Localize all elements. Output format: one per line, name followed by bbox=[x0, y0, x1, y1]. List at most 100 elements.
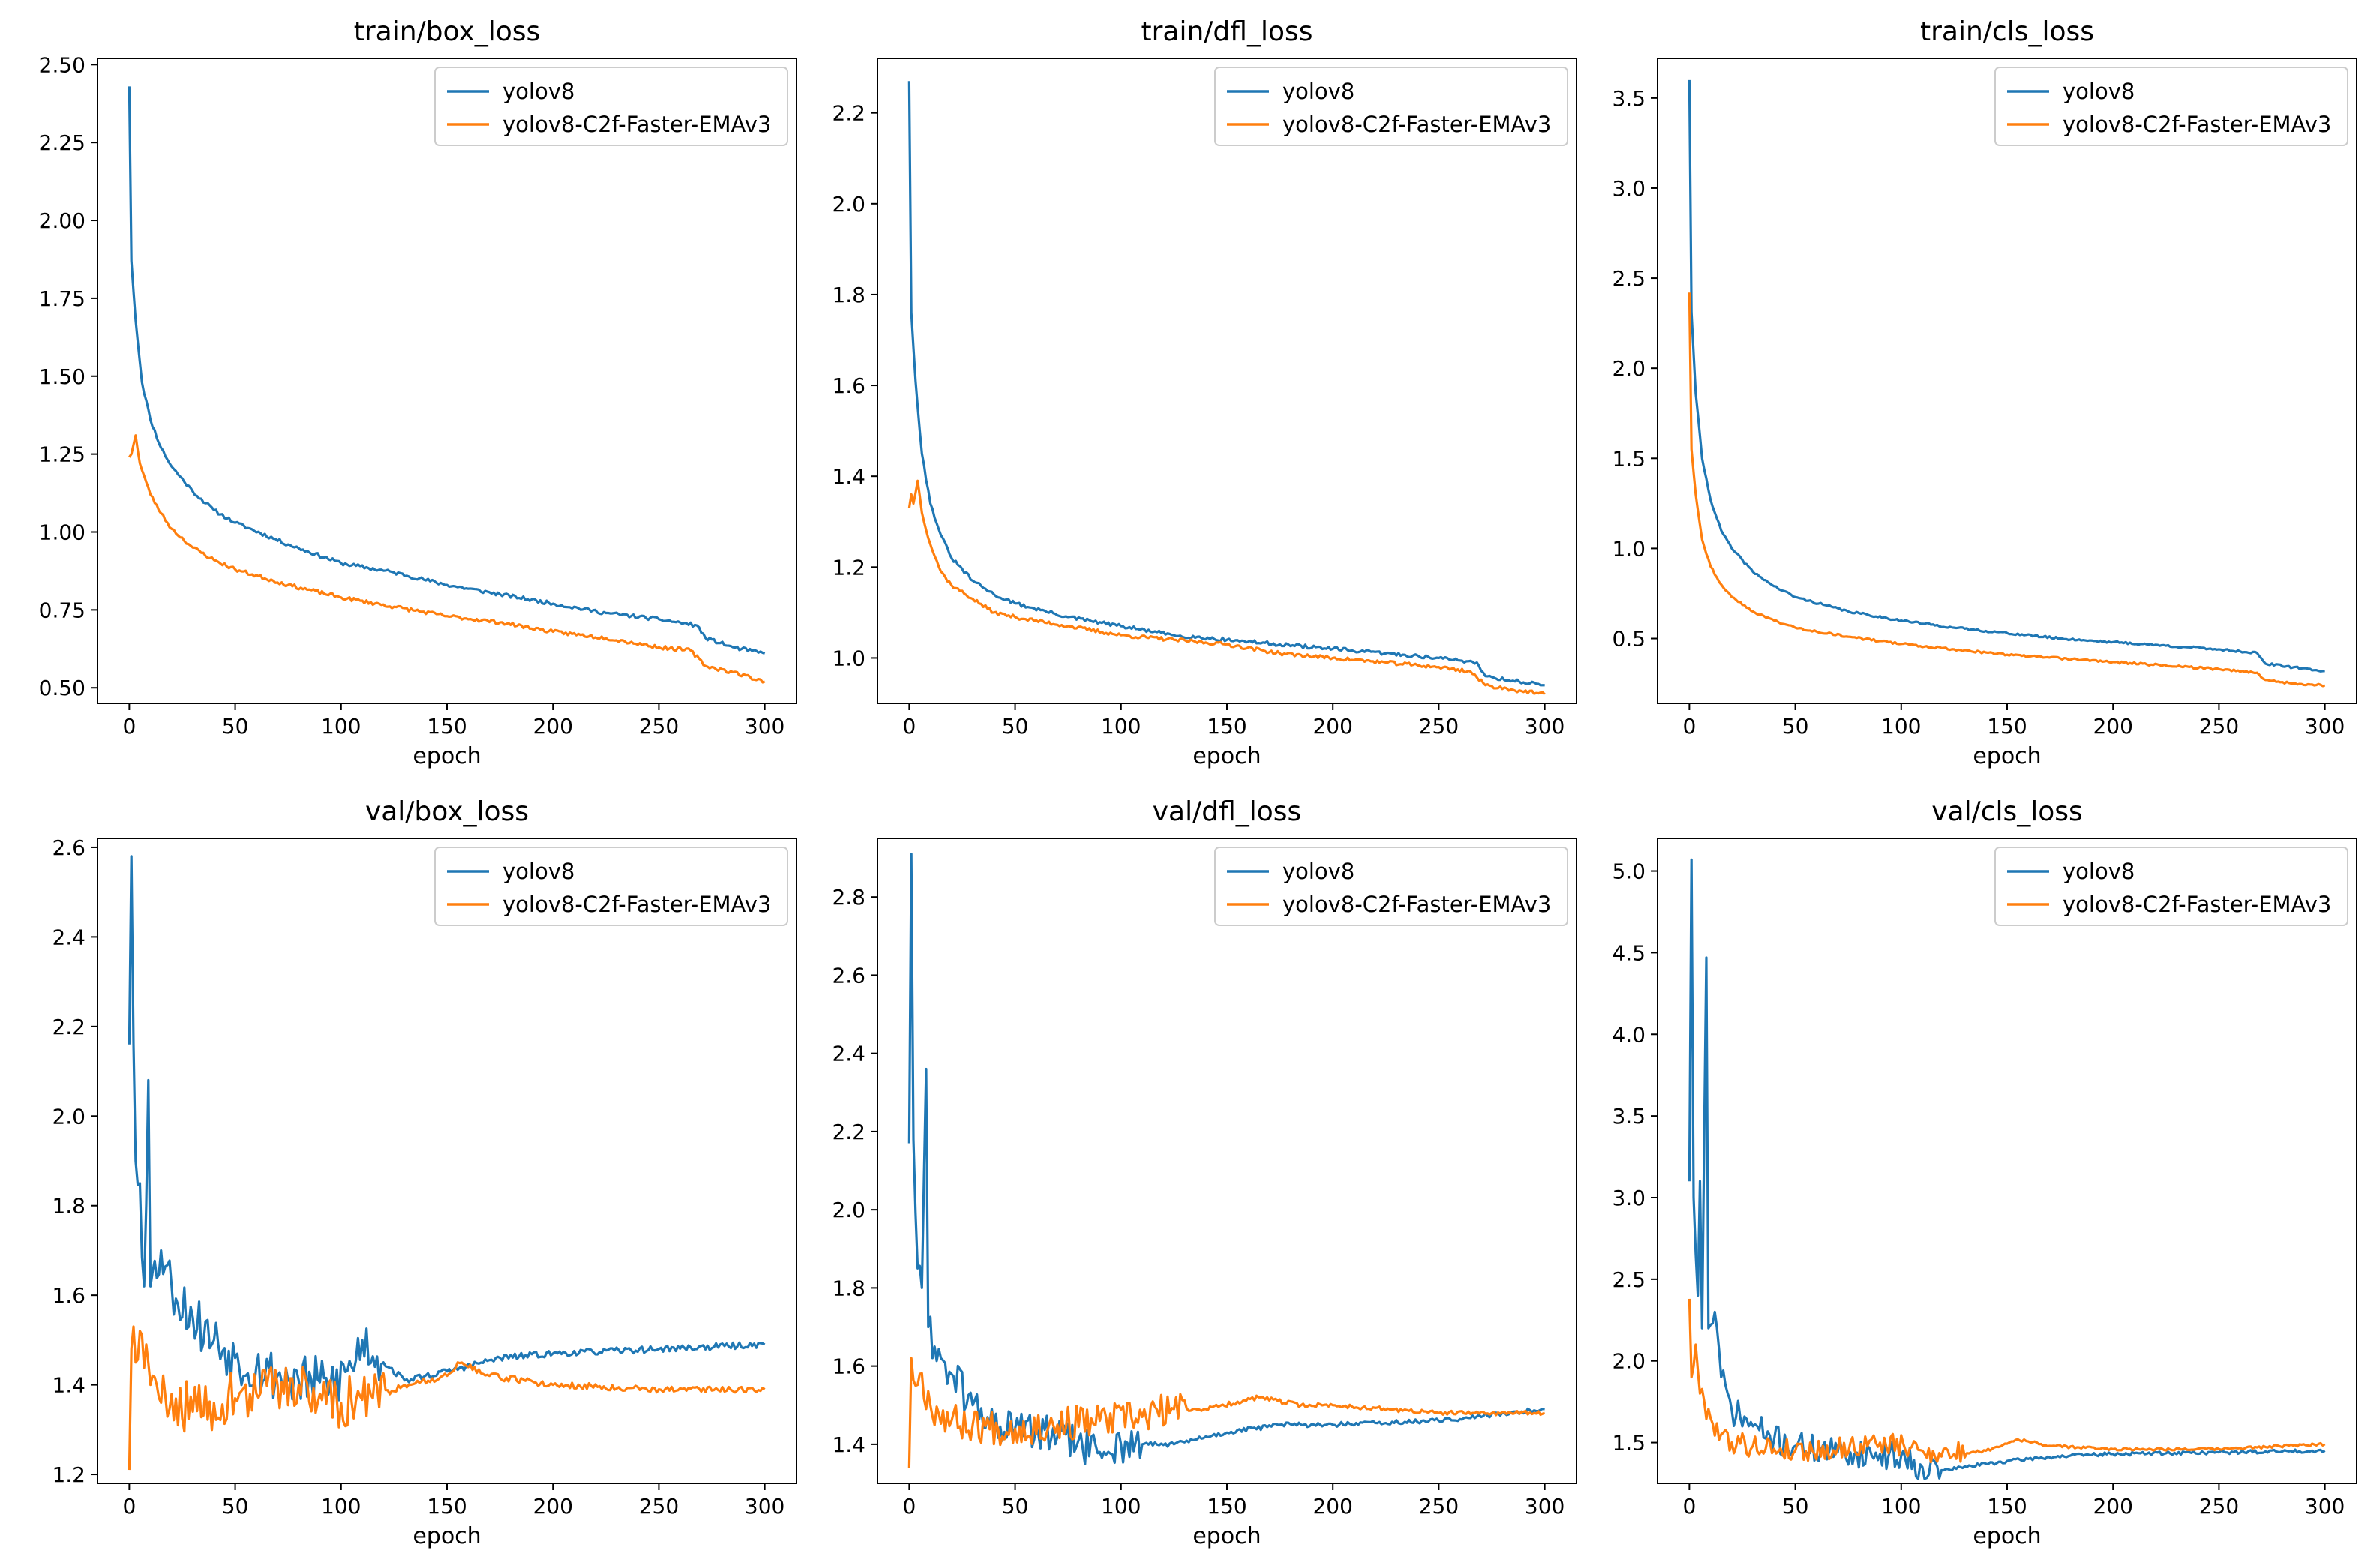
y-tick-label: 1.8 bbox=[832, 1276, 866, 1300]
legend-box bbox=[1994, 847, 2348, 926]
y-tick-label: 1.50 bbox=[39, 364, 86, 389]
legend-label: yolov8-C2f-Faster-EMAv3 bbox=[1282, 112, 1551, 137]
y-tick-label: 2.6 bbox=[832, 963, 866, 988]
y-tick-label: 2.5 bbox=[1612, 1267, 1646, 1292]
x-tick-label: 250 bbox=[1419, 1494, 1459, 1519]
x-tick-label: 50 bbox=[222, 1494, 249, 1519]
y-tick-label: 2.2 bbox=[832, 101, 866, 126]
x-tick-label: 150 bbox=[1987, 714, 2026, 739]
chart-title: train/box_loss bbox=[354, 16, 541, 47]
x-tick-label: 300 bbox=[2305, 714, 2344, 739]
legend-box bbox=[1214, 847, 1568, 926]
y-tick-label: 1.6 bbox=[52, 1283, 86, 1308]
y-tick-label: 3.0 bbox=[1612, 176, 1646, 201]
x-tick-label: 0 bbox=[1682, 1494, 1696, 1519]
y-tick-label: 2.4 bbox=[832, 1042, 866, 1066]
y-tick-label: 2.0 bbox=[1612, 1349, 1646, 1374]
x-tick-label: 200 bbox=[1312, 714, 1352, 739]
y-tick-label: 1.4 bbox=[832, 464, 866, 489]
x-tick-label: 0 bbox=[902, 714, 916, 739]
y-tick-label: 2.0 bbox=[832, 1198, 866, 1222]
y-tick-label: 2.25 bbox=[39, 130, 86, 155]
y-tick-label: 1.2 bbox=[832, 555, 866, 580]
y-tick-label: 3.5 bbox=[1612, 1104, 1646, 1129]
chart-title: train/cls_loss bbox=[1920, 16, 2094, 47]
x-tick-label: 150 bbox=[1207, 1494, 1246, 1519]
x-tick-label: 50 bbox=[1002, 1494, 1029, 1519]
legend: yolov8 yolov8-C2f-Faster-EMAv3 bbox=[1994, 847, 2348, 926]
x-axis-title: epoch bbox=[412, 743, 481, 769]
x-tick-label: 250 bbox=[2199, 714, 2239, 739]
y-tick-label: 2.8 bbox=[832, 885, 866, 910]
x-tick-label: 200 bbox=[532, 714, 572, 739]
x-tick-label: 200 bbox=[532, 1494, 572, 1519]
legend-box bbox=[434, 847, 788, 926]
legend-label: yolov8-C2f-Faster-EMAv3 bbox=[502, 892, 771, 917]
x-axis-title: epoch bbox=[1972, 1523, 2041, 1549]
y-tick-label: 1.2 bbox=[52, 1462, 86, 1487]
x-tick-label: 50 bbox=[1002, 714, 1029, 739]
y-tick-label: 1.5 bbox=[1612, 1431, 1646, 1456]
y-tick-label: 1.6 bbox=[832, 373, 866, 398]
y-tick-label: 5.0 bbox=[1612, 859, 1646, 884]
legend-label: yolov8-C2f-Faster-EMAv3 bbox=[1282, 892, 1551, 917]
series-line-emav3 bbox=[1688, 292, 2326, 688]
y-tick-label: 2.0 bbox=[832, 192, 866, 217]
x-tick-label: 100 bbox=[321, 714, 361, 739]
y-tick-label: 1.6 bbox=[832, 1354, 866, 1379]
x-tick-label: 100 bbox=[321, 1494, 361, 1519]
x-tick-label: 0 bbox=[122, 714, 136, 739]
legend: yolov8 yolov8-C2f-Faster-EMAv3 bbox=[1214, 67, 1568, 146]
plot-frame bbox=[1657, 58, 2357, 704]
x-tick-label: 50 bbox=[222, 714, 249, 739]
x-axis-title: epoch bbox=[1192, 743, 1261, 769]
series-line-emav3 bbox=[128, 434, 766, 684]
y-tick-label: 1.00 bbox=[39, 520, 86, 544]
x-tick-label: 300 bbox=[745, 714, 784, 739]
chart-panel: train/dfl_loss 0 50 100 150 200 250 300 1.0 1.2 1.… bbox=[832, 16, 1577, 769]
chart-panel: val/cls_loss 0 50 100 150 200 250 300 1.5 2.0 2.5 3… bbox=[1612, 796, 2357, 1549]
x-tick-label: 300 bbox=[2305, 1494, 2344, 1519]
x-tick-label: 100 bbox=[1101, 1494, 1141, 1519]
y-tick-label: 2.6 bbox=[52, 835, 86, 860]
legend-label: yolov8 bbox=[1282, 859, 1354, 884]
legend-box bbox=[434, 67, 788, 146]
chart-title: val/box_loss bbox=[365, 796, 529, 827]
chart-panel: val/dfl_loss 0 50 100 150 200 250 300 1.4 1.6 1.8 2… bbox=[832, 796, 1577, 1549]
series-line-yolov8 bbox=[1688, 858, 2326, 1480]
series-line-emav3 bbox=[128, 1325, 766, 1471]
y-tick-label: 1.5 bbox=[1612, 446, 1646, 471]
y-tick-label: 2.0 bbox=[52, 1104, 86, 1129]
y-tick-label: 2.50 bbox=[39, 52, 86, 77]
chart-panel: train/cls_loss 0 50 100 150 200 250 300 0.5 1.0 1.… bbox=[1612, 16, 2357, 769]
y-tick-label: 1.8 bbox=[52, 1194, 86, 1219]
x-tick-label: 250 bbox=[2199, 1494, 2239, 1519]
plot-frame bbox=[877, 838, 1577, 1484]
x-tick-label: 200 bbox=[1312, 1494, 1352, 1519]
y-tick-label: 4.0 bbox=[1612, 1022, 1646, 1047]
x-tick-label: 50 bbox=[1782, 714, 1809, 739]
x-axis-title: epoch bbox=[1192, 1523, 1261, 1549]
y-tick-label: 0.75 bbox=[39, 598, 86, 622]
legend-box bbox=[1214, 67, 1568, 146]
y-tick-label: 3.0 bbox=[1612, 1186, 1646, 1210]
legend-label: yolov8 bbox=[502, 859, 574, 884]
x-tick-label: 300 bbox=[1525, 1494, 1564, 1519]
y-tick-label: 2.4 bbox=[52, 925, 86, 949]
legend: yolov8 yolov8-C2f-Faster-EMAv3 bbox=[434, 67, 788, 146]
x-tick-label: 100 bbox=[1881, 1494, 1921, 1519]
x-tick-label: 100 bbox=[1881, 714, 1921, 739]
x-tick-label: 50 bbox=[1782, 1494, 1809, 1519]
x-tick-label: 0 bbox=[1682, 714, 1696, 739]
plot-frame bbox=[1657, 838, 2357, 1484]
x-tick-label: 250 bbox=[639, 714, 679, 739]
series-line-emav3 bbox=[1688, 1298, 2326, 1464]
x-tick-label: 300 bbox=[1525, 714, 1564, 739]
y-tick-label: 1.25 bbox=[39, 442, 86, 467]
legend: yolov8 yolov8-C2f-Faster-EMAv3 bbox=[1214, 847, 1568, 926]
x-tick-label: 150 bbox=[1987, 1494, 2026, 1519]
legend-label: yolov8 bbox=[502, 79, 574, 104]
chart-panel: val/box_loss 0 50 100 150 200 250 300 1.2 1.4 1.6 1… bbox=[52, 796, 797, 1549]
x-tick-label: 0 bbox=[902, 1494, 916, 1519]
